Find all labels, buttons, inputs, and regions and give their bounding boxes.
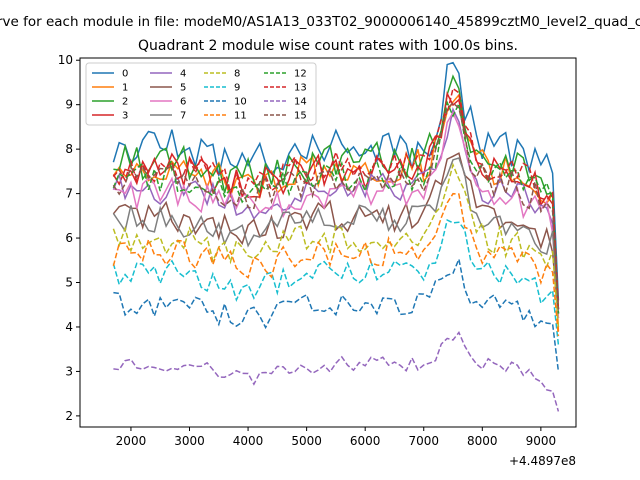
series-layer (112, 61, 560, 412)
legend-label-8: 8 (234, 69, 240, 80)
legend-box (85, 62, 317, 126)
legend-label-4: 4 (180, 69, 186, 80)
y-tick-label: 9 (65, 98, 73, 112)
legend-label-3: 3 (122, 111, 128, 122)
legend-label-5: 5 (180, 83, 186, 94)
legend-label-10: 10 (234, 97, 247, 108)
series-line-4 (112, 106, 560, 314)
legend-label-6: 6 (180, 97, 186, 108)
chart-title: Quadrant 2 module wise count rates with … (138, 38, 518, 54)
x-tick-label: 9000 (526, 434, 557, 448)
legend-label-1: 1 (122, 83, 128, 94)
x-axis-offset-text: +4.4897e8 (509, 454, 576, 468)
y-tick-label: 5 (65, 276, 73, 290)
series-line-0 (112, 61, 560, 301)
y-tick-label: 8 (65, 142, 73, 156)
x-tick-label: 8000 (467, 434, 498, 448)
legend-label-11: 11 (234, 111, 247, 122)
plot-frame (79, 57, 577, 428)
y-tick-label: 3 (65, 364, 73, 378)
y-tick-label: 7 (65, 187, 73, 201)
series-line-10 (113, 256, 560, 372)
series-line-11 (112, 192, 560, 336)
series-line-3 (112, 91, 560, 310)
x-tick-label: 7000 (408, 434, 439, 448)
y-axis-ticks: 2 3 4 5 6 7 8 9 10 (58, 53, 80, 423)
series-line-15 (112, 101, 560, 310)
legend-label-13: 13 (294, 83, 307, 94)
y-tick-label: 2 (65, 409, 73, 423)
y-tick-label: 6 (65, 231, 73, 245)
x-tick-label: 3000 (174, 434, 205, 448)
x-axis-ticks: 2000 3000 4000 5000 6000 7000 8000 9000 (116, 427, 556, 448)
legend-label-12: 12 (294, 69, 307, 80)
series-line-9 (112, 219, 560, 345)
series-line-8 (112, 162, 560, 328)
legend-label-7: 7 (180, 111, 186, 122)
x-tick-label: 2000 (116, 434, 147, 448)
legend-label-15: 15 (294, 111, 307, 122)
y-tick-label: 4 (65, 320, 73, 334)
legend-label-0: 0 (122, 69, 128, 80)
series-line-14 (113, 331, 560, 412)
x-tick-label: 5000 (291, 434, 322, 448)
series-line-5 (112, 152, 560, 319)
legend-label-14: 14 (294, 97, 307, 108)
figure-suptitle: Light curve for each module in file: mod… (0, 14, 640, 30)
legend-label-2: 2 (122, 97, 128, 108)
legend-label-9: 9 (234, 83, 240, 94)
x-tick-label: 4000 (233, 434, 264, 448)
x-tick-label: 6000 (350, 434, 381, 448)
series-line-6 (113, 111, 560, 319)
y-tick-label: 10 (58, 53, 73, 67)
